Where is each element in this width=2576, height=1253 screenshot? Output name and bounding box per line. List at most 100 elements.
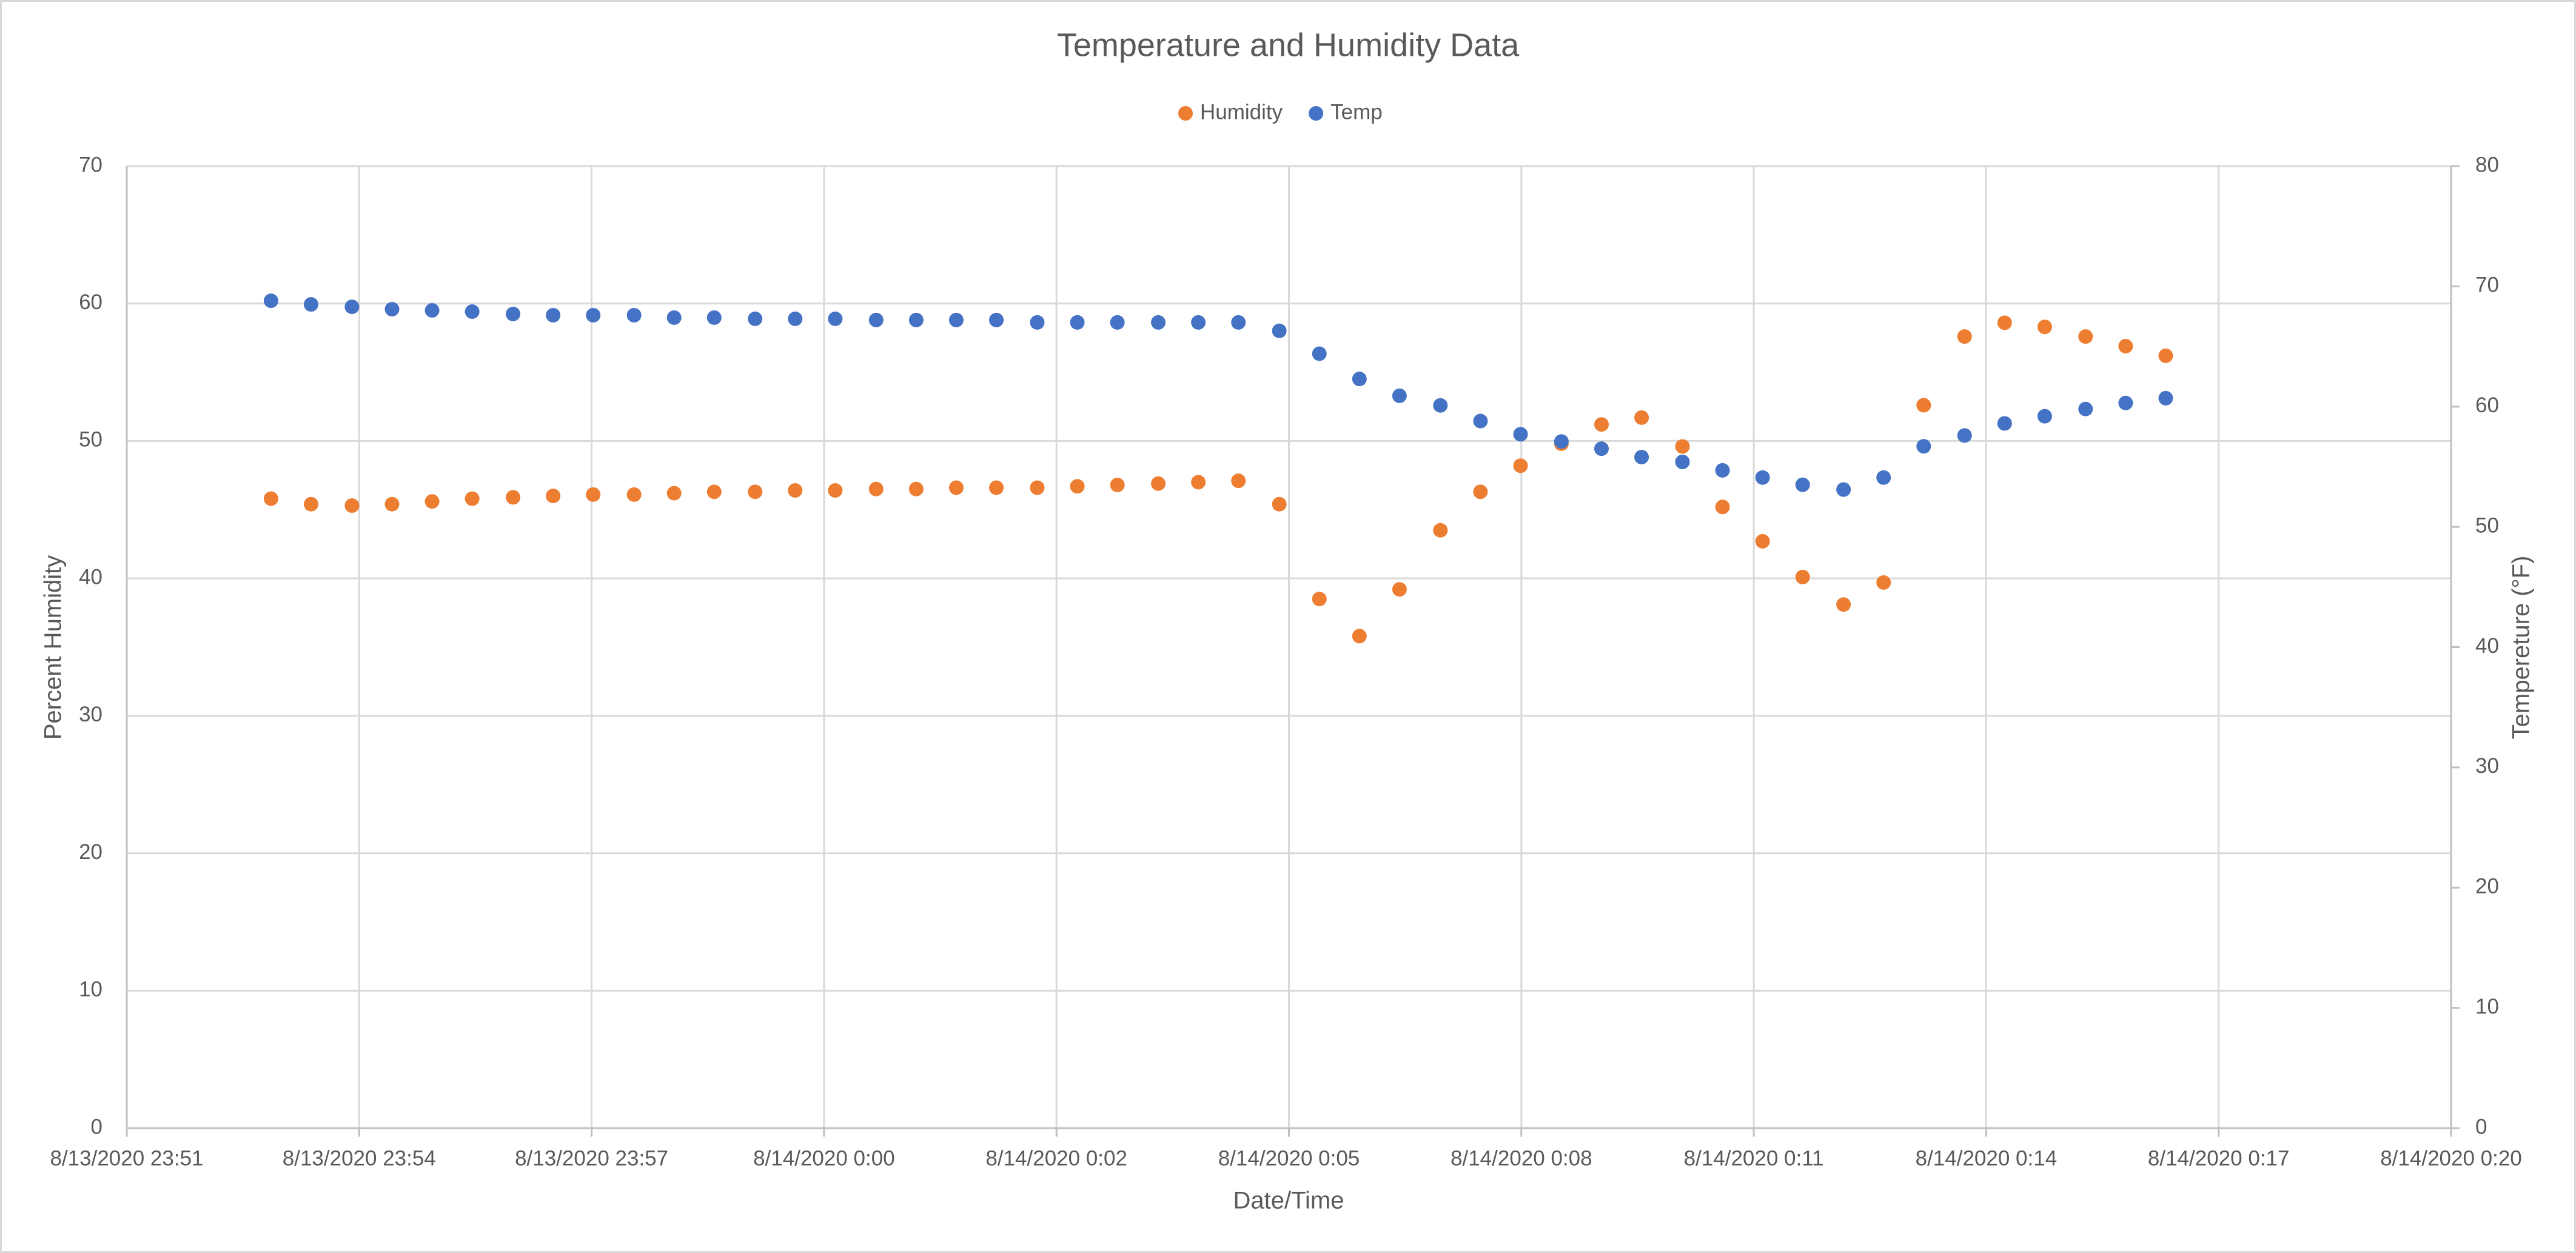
data-point — [1070, 479, 1085, 494]
data-point — [706, 310, 722, 325]
data-point — [1030, 480, 1045, 495]
data-point — [1675, 439, 1690, 454]
y-tick-label: 70 — [79, 153, 102, 176]
data-point — [1876, 470, 1891, 485]
x-tick-label: 8/13/2020 23:57 — [515, 1146, 668, 1170]
data-point — [868, 312, 884, 327]
data-point — [666, 486, 682, 501]
data-point — [1392, 388, 1407, 403]
data-point — [2158, 348, 2173, 363]
y-tick-label: 0 — [91, 1115, 102, 1138]
data-point — [1876, 575, 1891, 590]
data-point — [344, 498, 360, 513]
data-point — [1312, 592, 1327, 607]
data-point — [1231, 315, 1246, 330]
data-point — [1030, 315, 1045, 330]
data-point — [2078, 401, 2093, 416]
data-point — [908, 312, 924, 327]
data-point — [586, 487, 601, 502]
y2-tick-label: 10 — [2475, 995, 2499, 1018]
y-tick-label: 50 — [79, 428, 102, 452]
data-point — [344, 299, 360, 315]
data-point — [1473, 484, 1488, 500]
data-point — [1272, 496, 1287, 512]
x-tick-label: 8/14/2020 0:00 — [753, 1146, 895, 1170]
data-point — [948, 480, 964, 495]
legend-label: Temp — [1330, 100, 1383, 124]
data-point — [1312, 346, 1327, 361]
data-point — [2158, 390, 2173, 406]
data-point — [2118, 395, 2133, 410]
y-tick-label: 20 — [79, 840, 102, 864]
x-tick-label: 8/13/2020 23:51 — [50, 1146, 203, 1170]
data-point — [948, 312, 964, 327]
data-point — [1997, 416, 2012, 431]
x-tick-label: 8/14/2020 0:08 — [1451, 1146, 1592, 1170]
y2-tick-label: 70 — [2475, 273, 2499, 297]
data-point — [1110, 315, 1125, 330]
x-tick-label: 8/14/2020 0:20 — [2380, 1146, 2522, 1170]
data-point — [586, 307, 601, 322]
y2-tick-label: 30 — [2475, 754, 2499, 778]
x-tick-label: 8/14/2020 0:11 — [1684, 1146, 1824, 1170]
data-point — [2118, 338, 2133, 353]
data-point — [1513, 427, 1528, 442]
data-point — [424, 303, 440, 318]
data-point — [1433, 523, 1448, 538]
y2-tick-label: 80 — [2475, 153, 2499, 176]
data-point — [1916, 439, 1931, 454]
y-tick-label: 10 — [79, 978, 102, 1001]
data-point — [828, 483, 843, 498]
data-point — [828, 311, 843, 326]
data-point — [384, 302, 400, 317]
data-point — [303, 496, 318, 512]
data-point — [1352, 629, 1367, 644]
data-point — [1392, 582, 1407, 597]
data-point — [1513, 458, 1528, 473]
y2-tick-label: 40 — [2475, 634, 2499, 658]
y2-tick-label: 20 — [2475, 875, 2499, 898]
y2-tick-label: 50 — [2475, 513, 2499, 537]
data-point — [1795, 477, 1810, 492]
legend-label: Humidity — [1200, 100, 1283, 124]
data-point — [1594, 441, 1609, 456]
data-point — [788, 483, 803, 498]
data-point — [748, 311, 763, 326]
data-point — [384, 496, 400, 512]
data-point — [1957, 329, 1972, 344]
data-point — [263, 491, 278, 506]
data-point — [788, 311, 803, 326]
y-tick-label: 30 — [79, 703, 102, 726]
data-point — [989, 480, 1004, 495]
data-point — [1795, 569, 1810, 584]
data-point — [748, 484, 763, 500]
data-point — [626, 487, 642, 502]
data-point — [1191, 475, 1206, 490]
data-point — [303, 297, 318, 312]
data-point — [706, 484, 722, 500]
x-tick-label: 8/14/2020 0:02 — [985, 1146, 1127, 1170]
data-point — [1191, 315, 1206, 330]
data-point — [2037, 409, 2052, 424]
data-point — [1594, 417, 1609, 432]
data-point — [1070, 315, 1085, 330]
data-point — [1272, 323, 1287, 338]
data-point — [989, 312, 1004, 327]
data-point — [1151, 476, 1166, 491]
data-point — [908, 481, 924, 496]
data-point — [546, 489, 561, 504]
data-point — [1916, 398, 1931, 413]
data-point — [1231, 473, 1246, 489]
data-point — [1675, 455, 1690, 470]
data-point — [1352, 372, 1367, 387]
y-tick-label: 40 — [79, 565, 102, 589]
data-point — [1957, 428, 1972, 443]
data-point — [1836, 597, 1851, 612]
data-point — [1151, 315, 1166, 330]
data-point — [1715, 463, 1730, 478]
x-tick-label: 8/14/2020 0:17 — [2148, 1146, 2290, 1170]
y-tick-label: 60 — [79, 290, 102, 314]
x-axis-title: Date/Time — [1233, 1188, 1344, 1214]
data-point — [506, 307, 521, 322]
data-point — [424, 494, 440, 509]
